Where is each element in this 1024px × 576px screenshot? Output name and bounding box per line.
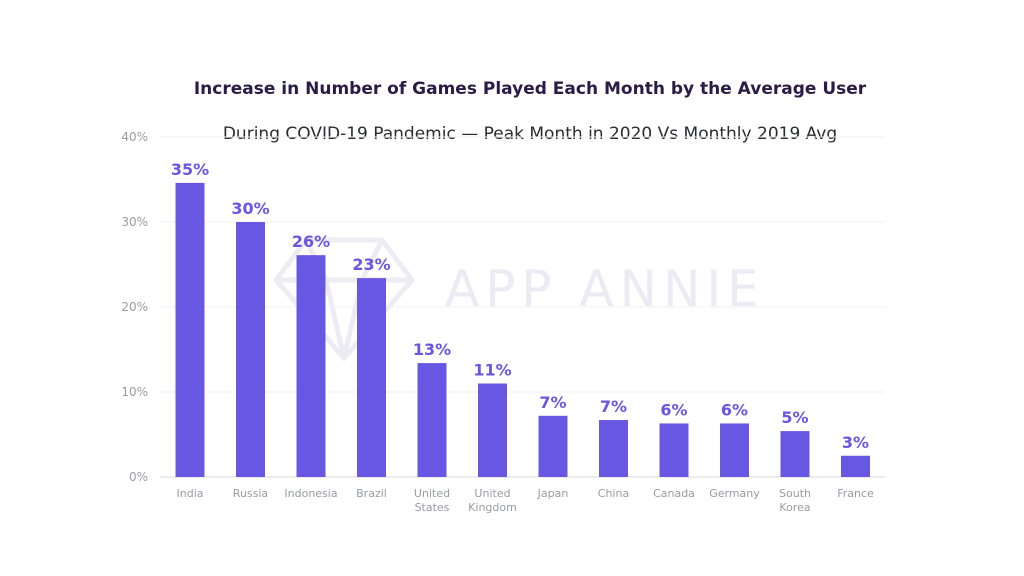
data-label: 26% bbox=[292, 232, 330, 251]
x-tick-label: China bbox=[598, 487, 629, 500]
bar bbox=[659, 423, 689, 477]
watermark-text: APP ANNIE bbox=[445, 260, 765, 318]
x-tick-label: Russia bbox=[233, 487, 268, 500]
data-label: 35% bbox=[171, 160, 209, 179]
data-label: 13% bbox=[413, 340, 451, 359]
y-tick-label: 40% bbox=[121, 130, 148, 144]
x-tick-label: Indonesia bbox=[284, 487, 337, 500]
y-tick-label: 20% bbox=[121, 300, 148, 314]
app-annie-watermark: APP ANNIE bbox=[272, 237, 765, 362]
x-tick-label: United States bbox=[414, 487, 450, 514]
bar bbox=[780, 431, 810, 477]
x-tick-label: Germany bbox=[709, 487, 760, 500]
data-label: 23% bbox=[352, 255, 390, 274]
chart-title: Increase in Number of Games Played Each … bbox=[193, 79, 867, 99]
data-label: 6% bbox=[721, 400, 748, 419]
bar bbox=[296, 255, 326, 477]
data-label: 6% bbox=[660, 400, 687, 419]
diamond-logo-icon bbox=[272, 237, 416, 362]
bar bbox=[236, 222, 265, 477]
chart-subtitle: During COVID-19 Pandemic — Peak Month in… bbox=[222, 124, 838, 144]
x-tick-label: France bbox=[837, 487, 874, 500]
data-label: 3% bbox=[842, 433, 869, 452]
y-tick-label: 10% bbox=[121, 385, 148, 399]
x-tick-label: India bbox=[177, 487, 204, 500]
bar bbox=[720, 423, 749, 477]
data-label: 30% bbox=[231, 199, 269, 218]
bar bbox=[599, 420, 628, 477]
data-label: 7% bbox=[600, 397, 627, 416]
y-tick-label: 0% bbox=[129, 470, 148, 484]
bar bbox=[478, 383, 507, 477]
bar bbox=[175, 182, 205, 477]
data-label: 11% bbox=[473, 361, 511, 380]
data-label: 5% bbox=[781, 408, 808, 427]
data-label: 7% bbox=[539, 393, 566, 412]
bar bbox=[357, 278, 386, 477]
bar bbox=[417, 363, 447, 477]
bar bbox=[538, 415, 568, 477]
x-tick-label: United Kingdom bbox=[468, 487, 517, 514]
x-tick-label: Brazil bbox=[356, 487, 387, 500]
x-tick-label: South Korea bbox=[779, 487, 811, 514]
x-tick-label: Canada bbox=[653, 487, 695, 500]
bar bbox=[841, 455, 870, 477]
y-tick-label: 30% bbox=[121, 215, 148, 229]
x-tick-label: Japan bbox=[537, 487, 569, 500]
